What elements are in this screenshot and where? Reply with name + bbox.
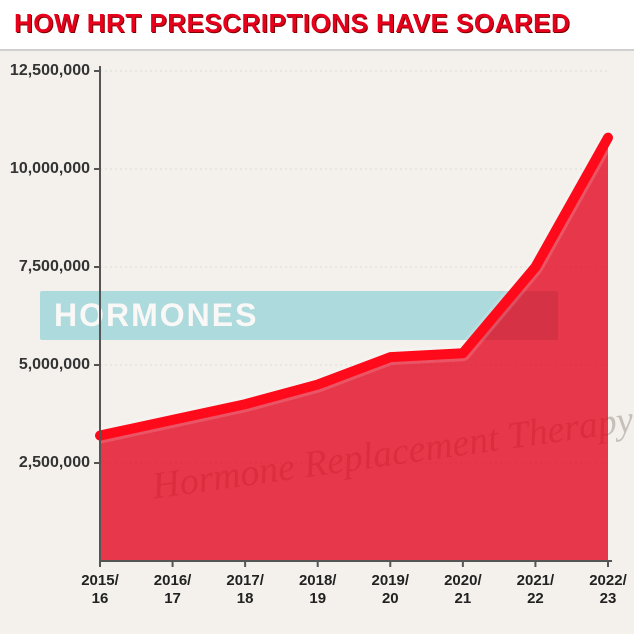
y-tick-label: 7,500,000: [19, 258, 90, 275]
y-tick-label: 12,500,000: [10, 62, 90, 79]
x-axis-labels: 2015/16 2016/17 2017/18 2018/19 2019/20 2020/…: [81, 561, 627, 607]
y-tick-label: 5,000,000: [19, 356, 90, 373]
x-tick-label-year: 2022/: [589, 572, 627, 589]
y-axis-labels: 2,500,000 5,000,000 7,500,000 10,000,000 12,…: [10, 62, 100, 471]
data-area: [100, 138, 608, 561]
x-tick-label-year: 2018/: [299, 572, 337, 589]
chart-title: HOW HRT PRESCRIPTIONS HAVE SOARED: [14, 8, 620, 39]
x-tick-label-suffix: 19: [309, 590, 326, 607]
x-tick-label-suffix: 22: [527, 590, 544, 607]
x-tick-label-suffix: 17: [164, 590, 181, 607]
x-tick-label-year: 2021/: [517, 572, 555, 589]
x-tick-label-year: 2019/: [372, 572, 410, 589]
y-tick-label: 2,500,000: [19, 454, 90, 471]
chart-header: HOW HRT PRESCRIPTIONS HAVE SOARED: [0, 0, 634, 51]
x-tick-label-year: 2016/: [154, 572, 192, 589]
x-tick-label-year: 2017/: [226, 572, 264, 589]
chart-svg: 2,500,000 5,000,000 7,500,000 10,000,000 12,…: [0, 51, 634, 634]
x-tick-label-suffix: 20: [382, 590, 399, 607]
y-tick-label: 10,000,000: [10, 160, 90, 177]
x-tick-label-suffix: 18: [237, 590, 254, 607]
x-tick-label-suffix: 16: [92, 590, 109, 607]
x-tick-label-year: 2015/: [81, 572, 119, 589]
x-tick-label-suffix: 23: [600, 590, 617, 607]
x-tick-label-year: 2020/: [444, 572, 482, 589]
x-tick-label-suffix: 21: [455, 590, 472, 607]
chart-area: HORMONES Hormone Replacement Therapy 2,5…: [0, 51, 634, 634]
